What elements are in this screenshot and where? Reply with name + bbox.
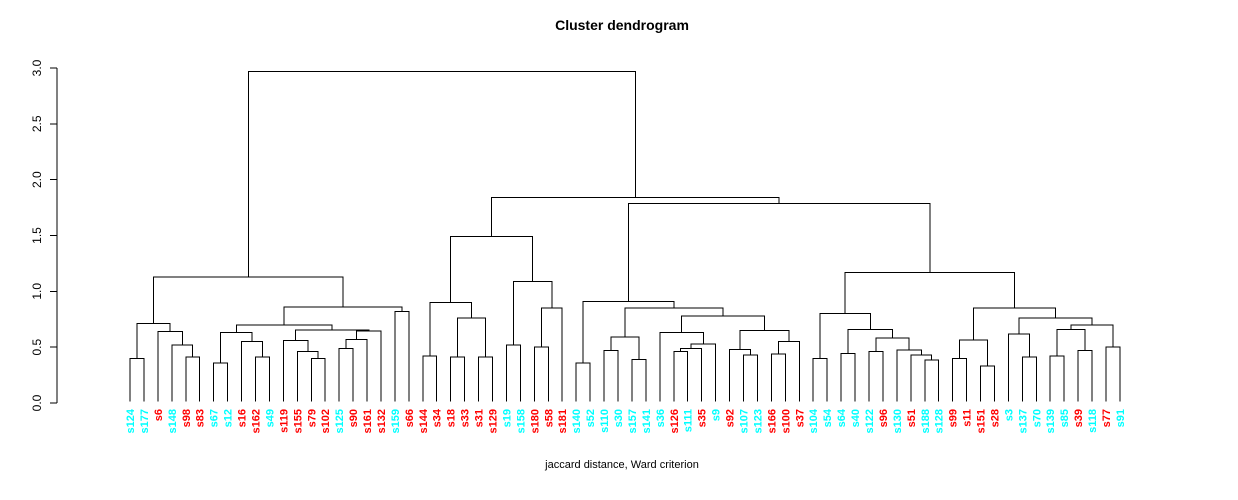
leaf-label: s90 [348, 409, 360, 427]
leaf-label: s91 [1115, 409, 1127, 427]
leaf-label: s166 [766, 409, 778, 433]
y-axis-tick-label: 0.0 [30, 394, 44, 411]
leaf-label: s158 [515, 409, 527, 433]
y-axis-tick-label: 1.5 [30, 227, 44, 244]
leaf-label: s77 [1101, 409, 1113, 427]
leaf-label: s122 [864, 409, 876, 433]
leaf-label: s54 [822, 408, 834, 427]
y-axis-tick-label: 2.5 [30, 115, 44, 132]
leaf-label: s40 [850, 409, 862, 427]
leaf-label: s35 [697, 409, 709, 427]
leaf-label: s34 [432, 408, 444, 427]
leaf-label: s137 [1017, 409, 1029, 433]
leaf-label: s18 [446, 409, 458, 427]
leaf-label: s36 [655, 409, 667, 427]
leaf-label: s104 [808, 408, 820, 433]
leaf-label: s6 [153, 409, 165, 421]
leaf-label: s100 [780, 409, 792, 433]
leaf-label: s126 [669, 409, 681, 433]
leaf-label: s64 [836, 408, 848, 427]
y-axis-tick-label: 1.0 [30, 283, 44, 300]
leaf-label: s85 [1059, 409, 1071, 427]
leaf-label: s144 [418, 408, 430, 433]
leaf-label: s52 [585, 409, 597, 427]
y-axis-tick-label: 3.0 [30, 59, 44, 76]
leaf-label: s31 [474, 409, 486, 427]
leaf-label: s180 [529, 409, 541, 433]
leaf-label: s16 [237, 409, 249, 427]
leaf-label: s79 [306, 409, 318, 427]
leaf-label: s161 [362, 409, 374, 433]
leaf-label: s128 [934, 409, 946, 433]
leaf-label: s83 [195, 409, 207, 427]
leaf-label: s92 [725, 409, 737, 427]
leaf-label: s51 [906, 409, 918, 427]
leaf-label: s139 [1045, 409, 1057, 433]
leaf-label: s33 [460, 409, 472, 427]
leaf-label: s67 [209, 409, 221, 427]
leaf-label: s107 [738, 409, 750, 433]
leaf-label: s49 [264, 409, 276, 427]
leaf-label: s148 [167, 409, 179, 433]
leaf-label: s110 [599, 409, 611, 433]
leaf-label: s159 [390, 409, 402, 433]
leaf-label: s130 [892, 409, 904, 433]
leaf-label: s12 [223, 409, 235, 427]
leaf-label: s177 [139, 409, 151, 433]
x-axis-caption: jaccard distance, Ward criterion [545, 459, 699, 471]
leaf-label: s11 [962, 409, 974, 427]
leaf-label: s98 [181, 409, 193, 427]
leaf-label: s132 [376, 409, 388, 433]
leaf-label: s111 [683, 409, 695, 432]
leaf-label: s155 [292, 409, 304, 433]
y-axis-tick-label: 2.0 [30, 171, 44, 188]
y-axis-tick-label: 0.5 [30, 339, 44, 356]
leaf-label: s157 [627, 409, 639, 433]
leaf-label: s162 [250, 409, 262, 433]
leaf-label: s99 [948, 409, 960, 427]
leaf-label: s141 [641, 409, 653, 433]
chart-title: Cluster dendrogram [555, 17, 689, 33]
leaf-label: s37 [794, 409, 806, 427]
leaf-label: s125 [334, 409, 346, 433]
leaf-label: s124 [125, 408, 137, 433]
leaf-label: s151 [976, 409, 988, 433]
leaf-label: s181 [557, 409, 569, 433]
leaf-label: s3 [1003, 409, 1015, 421]
dendrogram-lines [129, 70, 1121, 402]
leaf-label: s9 [711, 409, 723, 421]
leaf-label: s30 [613, 409, 625, 427]
leaf-label: s129 [488, 409, 500, 433]
leaf-label: s70 [1031, 409, 1043, 427]
leaf-label: s140 [571, 409, 583, 433]
leaf-label: s66 [404, 409, 416, 427]
leaf-label: s188 [920, 409, 932, 433]
leaf-label: s19 [501, 409, 513, 427]
leaf-label: s102 [320, 409, 332, 433]
leaf-label: s118 [1087, 409, 1099, 433]
leaf-label: s28 [989, 409, 1001, 427]
leaf-label: s96 [878, 409, 890, 427]
leaf-label: s58 [543, 409, 555, 427]
leaf-label: s119 [278, 409, 290, 433]
leaf-label: s123 [752, 409, 764, 433]
leaf-label: s39 [1073, 409, 1085, 427]
